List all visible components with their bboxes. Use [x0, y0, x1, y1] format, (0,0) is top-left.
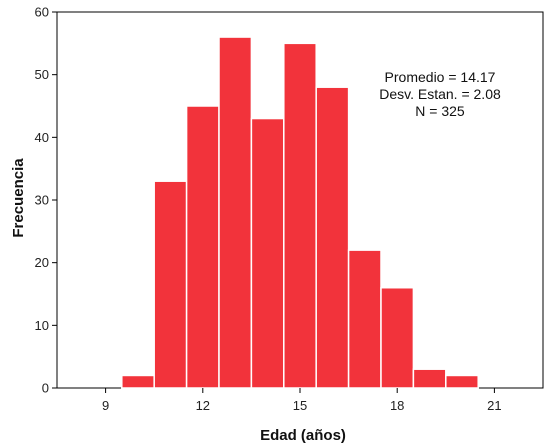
histogram-bar	[283, 42, 317, 389]
histogram-bar	[218, 36, 253, 389]
x-axis: 9 12 15 18 21	[102, 388, 502, 413]
x-tick-label: 12	[196, 398, 210, 413]
y-tick-label: 0	[42, 381, 49, 396]
x-tick-label: 18	[390, 398, 404, 413]
histogram-bar	[185, 105, 220, 389]
histogram-bar	[315, 86, 350, 389]
stats-mean: Promedio = 14.17	[385, 69, 496, 85]
histogram-bar	[347, 249, 382, 389]
x-axis-title: Edad (años)	[260, 427, 346, 444]
histogram-bar	[445, 374, 479, 389]
y-tick-label: 60	[35, 5, 49, 20]
histogram-bar	[250, 117, 285, 389]
y-axis-title: Frecuencia	[10, 158, 27, 238]
y-axis: 0 10 20 30 40 50 60	[35, 5, 57, 396]
y-tick-label: 40	[35, 130, 49, 145]
y-tick-label: 20	[35, 255, 49, 270]
histogram-bar	[121, 374, 155, 389]
bars-group	[121, 36, 479, 389]
x-tick-label: 9	[102, 398, 109, 413]
stats-n: N = 325	[415, 103, 465, 119]
x-tick-label: 15	[293, 398, 307, 413]
y-tick-label: 50	[35, 67, 49, 82]
histogram-bar	[153, 180, 188, 389]
y-tick-label: 10	[35, 318, 49, 333]
histogram-bar	[412, 368, 447, 389]
y-tick-label: 30	[35, 193, 49, 208]
histogram-bar	[380, 286, 415, 389]
x-tick-label: 21	[487, 398, 501, 413]
stats-std-dev: Desv. Estan. = 2.08	[379, 86, 501, 102]
